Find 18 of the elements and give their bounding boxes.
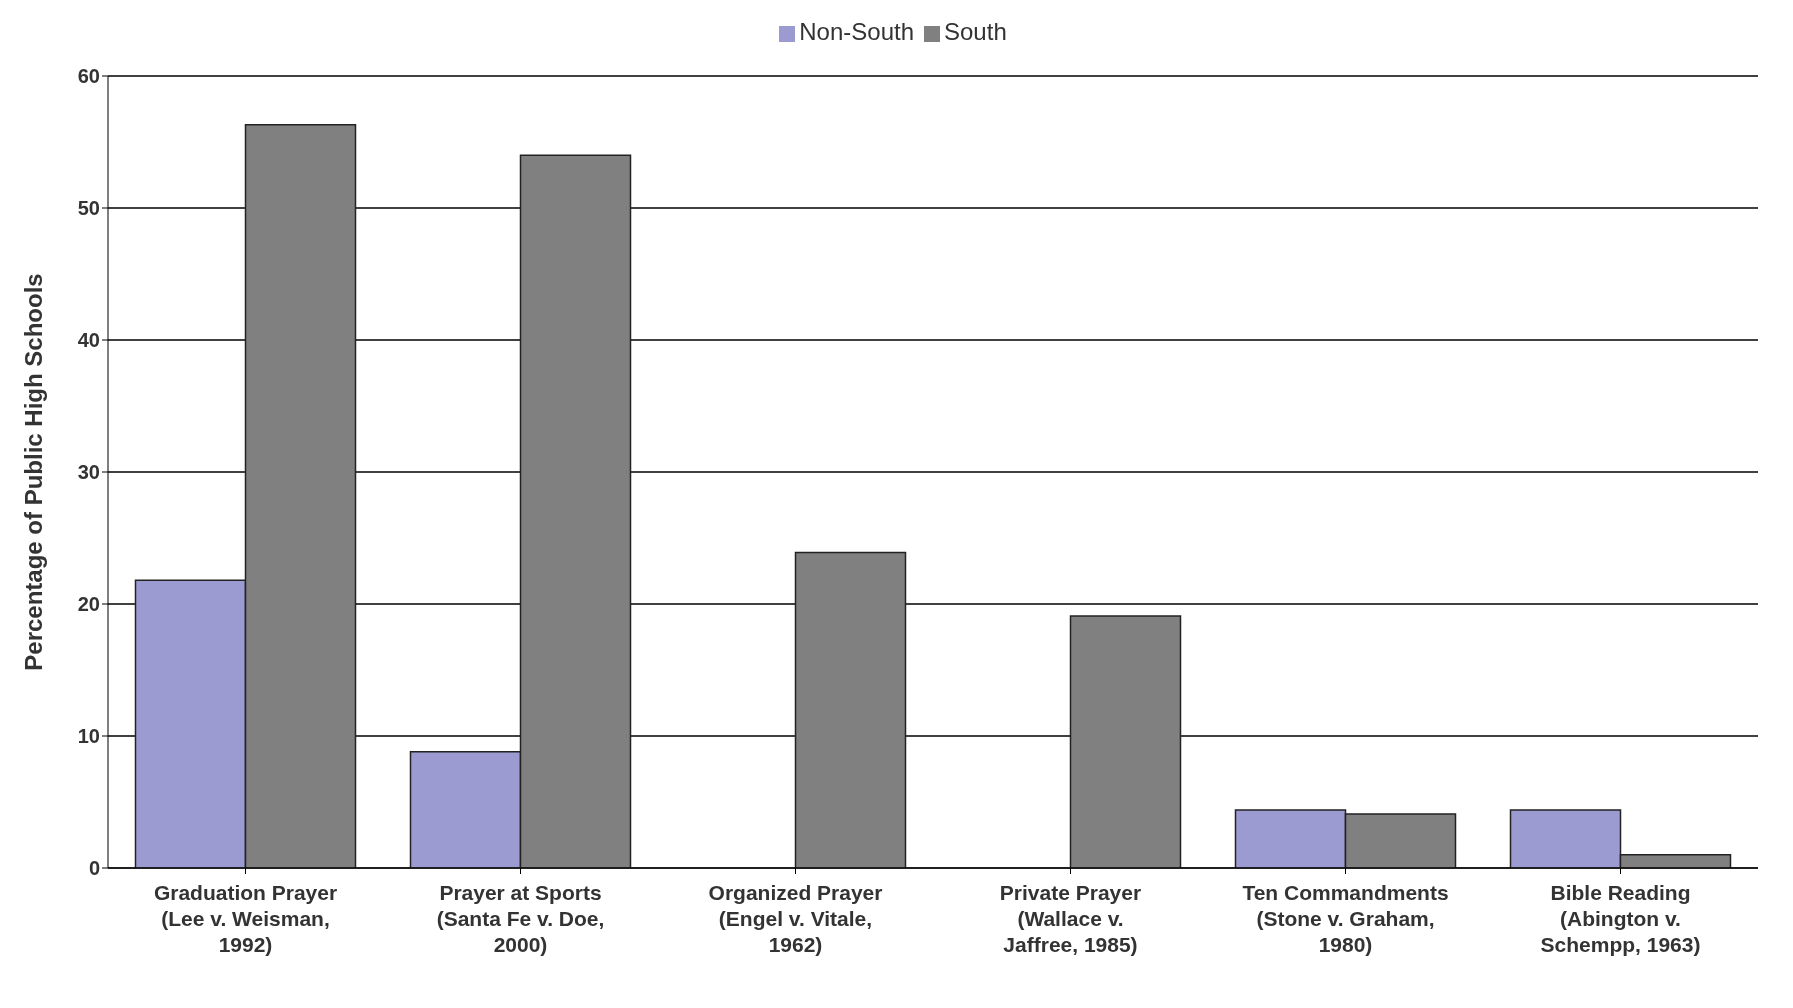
y-tick-label: 0 [88, 857, 100, 880]
x-tick-label: Organized Prayer (Engel v. Vitale, 1962) [708, 881, 883, 956]
x-tick-label: Private Prayer (Wallace v. Jaffree, 1985) [999, 881, 1142, 956]
y-tick-label: 30 [77, 461, 100, 484]
y-tick-label: 50 [77, 197, 100, 220]
bar [1069, 615, 1182, 868]
x-tick-label: Prayer at Sports (Santa Fe v. Doe, 2000) [436, 881, 605, 956]
y-tick-label: 10 [77, 725, 100, 748]
y-axis-title: Percentage of Public High Schools [19, 273, 47, 671]
x-tick-label: Bible Reading (Abington v. Schempp, 1963) [1540, 881, 1701, 956]
legend-label: South [944, 18, 1007, 45]
y-tick-label: 20 [77, 593, 100, 616]
legend-label: Non-South [799, 18, 915, 45]
bar [794, 551, 907, 868]
y-tick-label: 40 [77, 329, 100, 352]
x-tick-label: Ten Commandments (Stone v. Graham, 1980) [1242, 881, 1449, 956]
y-tick-label: 60 [77, 65, 100, 88]
x-tick-label: Graduation Prayer (Lee v. Weisman, 1992) [153, 881, 338, 956]
